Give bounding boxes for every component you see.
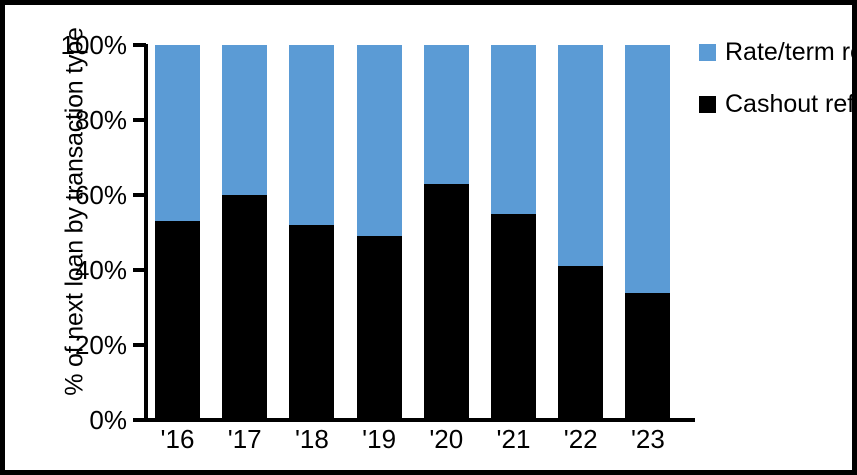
y-axis-tick	[133, 118, 146, 122]
y-axis-tick-label: 80%	[74, 105, 127, 135]
y-axis-tick	[133, 193, 146, 197]
legend-swatch-rate-term-refi	[699, 43, 716, 61]
bar-segment-cashout-refi[interactable]	[625, 292, 671, 420]
bar-group[interactable]	[155, 45, 200, 420]
legend-label-rate-term-refi: Rate/term refi	[725, 37, 852, 66]
bar-segment-cashout-refi[interactable]	[222, 195, 268, 420]
y-axis-tick-label: 40%	[74, 255, 127, 285]
bar-segment-rate-term-refi[interactable]	[155, 45, 200, 222]
y-axis-tick	[133, 268, 146, 272]
bar-segment-cashout-refi[interactable]	[558, 266, 604, 420]
bar-group[interactable]	[423, 45, 469, 420]
legend-label-cashout-refi: Cashout refi	[725, 89, 857, 118]
y-axis-tick	[133, 418, 146, 422]
bar-group[interactable]	[222, 45, 268, 420]
x-axis-tick-label: '20	[429, 424, 464, 454]
bar-segment-cashout-refi[interactable]	[155, 221, 200, 420]
y-axis-tick-label: 20%	[74, 330, 127, 360]
bar-group[interactable]	[625, 45, 671, 420]
x-axis-tick-label: '17	[227, 424, 262, 454]
bar-segment-cashout-refi[interactable]	[491, 213, 536, 420]
bar-segment-rate-term-refi[interactable]	[356, 45, 402, 237]
y-axis-tick-label: 100%	[60, 30, 128, 60]
bar-segment-cashout-refi[interactable]	[356, 236, 402, 420]
y-axis-tick	[133, 343, 146, 347]
bar-segment-cashout-refi[interactable]	[289, 225, 335, 420]
y-axis-tick-label: 60%	[74, 180, 127, 210]
x-axis-tick-label: '19	[362, 424, 397, 454]
bar-segment-rate-term-refi[interactable]	[491, 45, 536, 214]
plot-area	[144, 45, 689, 420]
legend-item-cashout-refi[interactable]: Cashout refi	[699, 89, 857, 118]
y-axis-tick	[133, 43, 146, 47]
x-axis-tick-label: '23	[630, 424, 665, 454]
x-axis-line	[135, 418, 695, 422]
bar-group[interactable]	[356, 45, 402, 420]
bar-segment-rate-term-refi[interactable]	[289, 45, 335, 225]
bar-segment-cashout-refi[interactable]	[423, 183, 469, 420]
x-axis-tick-label: '22	[563, 424, 598, 454]
bar-segment-rate-term-refi[interactable]	[625, 45, 671, 293]
bar-segment-rate-term-refi[interactable]	[423, 45, 469, 184]
y-axis-tick-label: 0%	[89, 405, 127, 435]
x-axis-tick-label: '18	[294, 424, 329, 454]
x-axis-tick-label: '16	[160, 424, 195, 454]
y-axis-tick-labels: 0% 20% 40% 60% 80% 100%	[5, 5, 128, 470]
bar-group[interactable]	[491, 45, 536, 420]
chart-legend: Rate/term refi Cashout refi	[699, 37, 857, 143]
bar-group[interactable]	[558, 45, 604, 420]
y-axis-line	[144, 44, 148, 422]
legend-swatch-cashout-refi	[699, 95, 716, 113]
x-axis-tick-label: '21	[496, 424, 531, 454]
bar-group[interactable]	[289, 45, 335, 420]
bar-segment-rate-term-refi[interactable]	[558, 45, 604, 267]
bar-segment-rate-term-refi[interactable]	[222, 45, 268, 195]
legend-item-rate-term-refi[interactable]: Rate/term refi	[699, 37, 852, 66]
